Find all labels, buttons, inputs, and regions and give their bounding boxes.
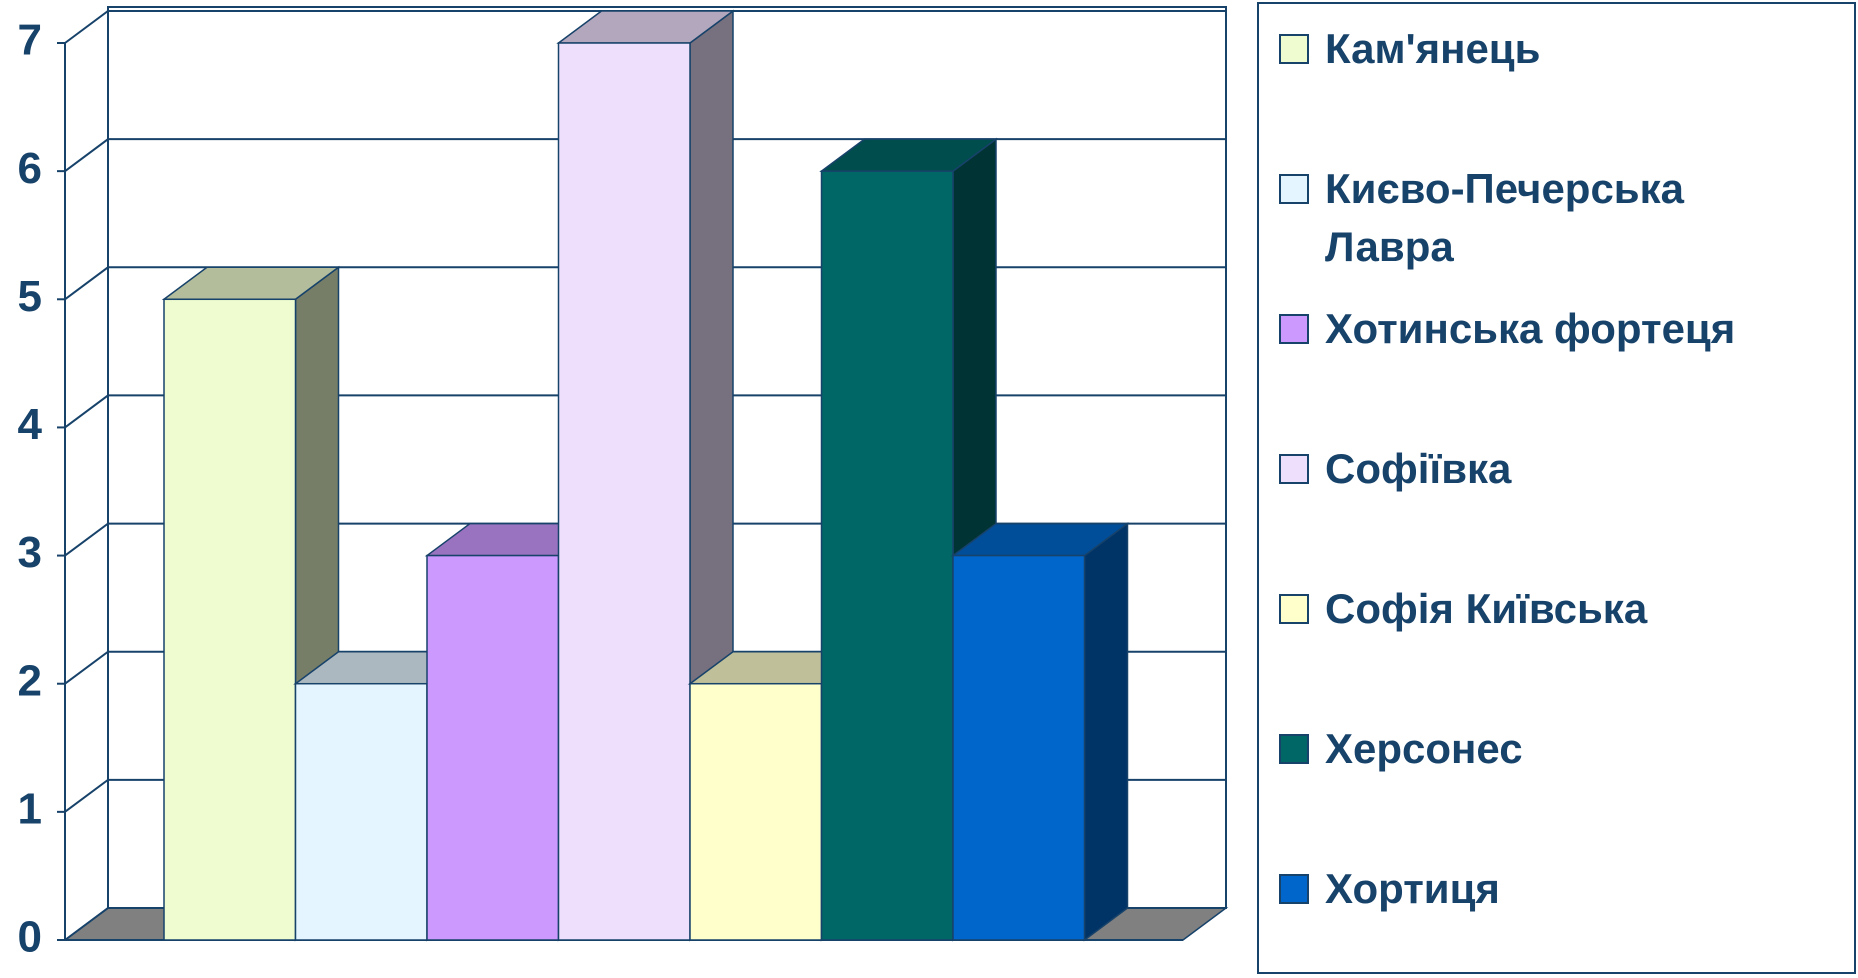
y-tick-label: 4 xyxy=(18,400,43,449)
grid-line xyxy=(64,10,1226,44)
bar xyxy=(820,170,954,941)
legend-label: Хотинська фортеця xyxy=(1325,305,1736,352)
legend-swatch xyxy=(1279,454,1309,484)
legend-swatch xyxy=(1279,34,1309,64)
y-tick-label: 6 xyxy=(18,144,42,193)
legend-label: Херсонес xyxy=(1325,725,1523,772)
legend-label: Софіївка xyxy=(1325,445,1512,492)
y-tick-label: 3 xyxy=(18,528,42,577)
bar xyxy=(952,554,1086,941)
y-tick-label: 0 xyxy=(18,913,42,962)
y-tick-label: 1 xyxy=(18,784,42,833)
bar xyxy=(294,682,428,941)
y-tick-label: 7 xyxy=(18,16,42,65)
legend-swatch xyxy=(1279,174,1309,204)
legend-swatch xyxy=(1279,874,1309,904)
bar xyxy=(557,42,691,941)
legend-label: Києво-Печерська Лавра xyxy=(1325,165,1685,270)
grid-line xyxy=(64,138,1226,172)
bar xyxy=(689,682,823,941)
legend-swatch xyxy=(1279,314,1309,344)
bar-side xyxy=(1083,522,1129,942)
legend-item: Хортиця xyxy=(1279,860,1795,918)
legend-item: Києво-Печерська Лавра xyxy=(1279,160,1795,276)
legend-label: Кам'янець xyxy=(1325,25,1541,72)
legend-item: Кам'янець xyxy=(1279,20,1795,78)
y-tick-label: 5 xyxy=(18,272,42,321)
legend-label: Софія Київська xyxy=(1325,585,1648,632)
legend-label: Хортиця xyxy=(1325,865,1500,912)
bar xyxy=(163,298,297,941)
y-tick-label: 2 xyxy=(18,656,42,705)
legend-item: Херсонес xyxy=(1279,720,1795,778)
legend-item: Софія Київська xyxy=(1279,580,1795,638)
legend-swatch xyxy=(1279,594,1309,624)
bar xyxy=(426,554,560,941)
legend-item: Хотинська фортеця xyxy=(1279,300,1795,358)
legend-swatch xyxy=(1279,734,1309,764)
legend: Кам'янець Києво-Печерська Лавра Хотинська … xyxy=(1257,2,1856,974)
legend-item: Софіївка xyxy=(1279,440,1795,498)
